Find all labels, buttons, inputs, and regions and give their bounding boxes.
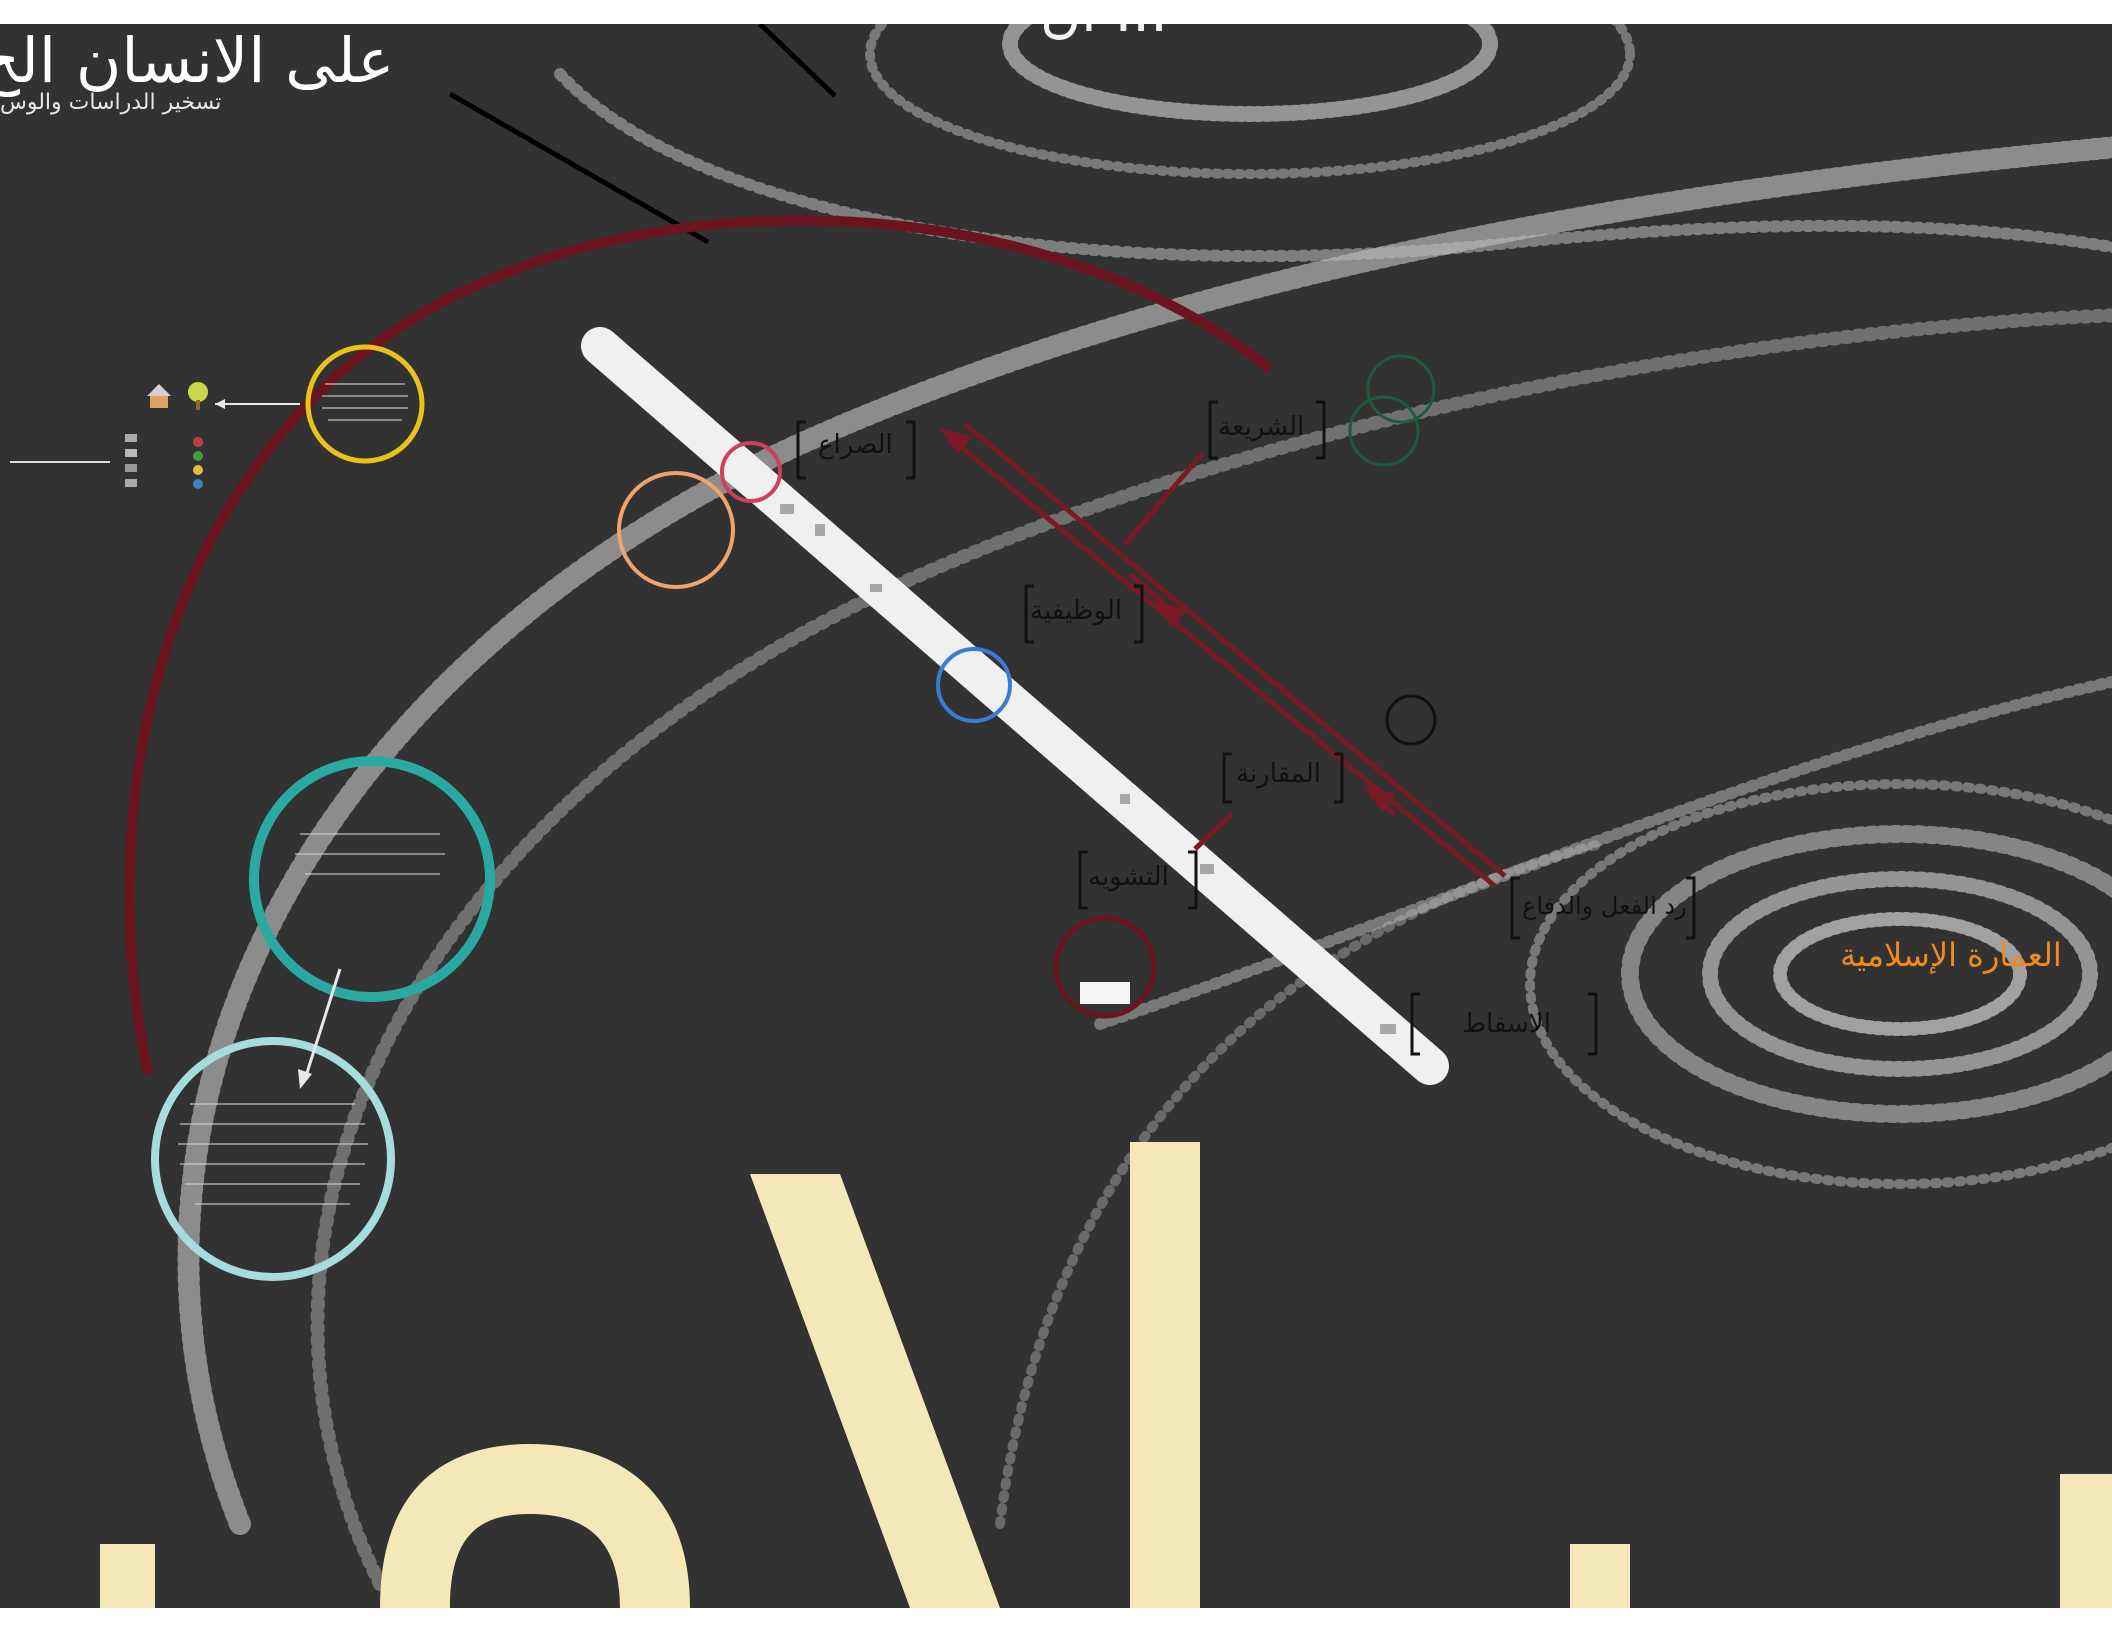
relation-arrows [938, 422, 1507, 888]
background-swirl [177, 24, 2112, 1591]
circle-text-content [178, 383, 445, 1205]
top-heading-fragment: ان ... [1040, 24, 1168, 45]
topic-circle-orange[interactable] [617, 471, 735, 589]
topic-circle-teal[interactable] [249, 756, 495, 1002]
canvas-graphics [10, 24, 2112, 1608]
tree-icon [188, 382, 208, 402]
connector-arrow [303, 968, 342, 1080]
house-icon [147, 384, 171, 396]
topic-label-functional[interactable]: الوظيفية [1030, 596, 1123, 626]
presentation-title: على الانسان الح [0, 24, 395, 97]
topic-circle-pink[interactable] [720, 441, 782, 503]
topic-label-comparison[interactable]: المقارنة [1236, 759, 1321, 789]
topic-circle-green[interactable] [1366, 354, 1436, 424]
islamic-architecture-label[interactable]: العمارة الإسلامية [1840, 936, 2062, 974]
topic-label-shariah[interactable]: الشريعة [1218, 412, 1305, 442]
topic-circle-yellow[interactable] [305, 344, 425, 464]
topic-label-conflict[interactable]: الصراع [818, 430, 893, 460]
topic-circle-light-teal[interactable] [151, 1037, 395, 1281]
topic-circle-maroon[interactable] [1053, 915, 1157, 1019]
title-connector-line [448, 91, 710, 245]
topic-label-reaction-defense[interactable]: رد الفعل والدفاع [1522, 892, 1687, 920]
prezi-canvas[interactable]: ان ... على الانسان الح تسخير الدراسات وا… [0, 24, 2112, 1608]
mini-image [1080, 982, 1130, 1004]
title-connector-line [758, 24, 837, 98]
topic-brackets [796, 400, 1696, 1056]
topic-label-projection[interactable]: الاسقاط [1462, 1009, 1551, 1039]
presentation-subtitle: تسخير الدراسات والوس [0, 90, 222, 115]
path-arc [124, 215, 1274, 1076]
topic-circle-blue[interactable] [936, 647, 1012, 723]
topic-circle-black[interactable] [1385, 694, 1437, 746]
topic-circle-green[interactable] [1348, 395, 1420, 467]
topic-label-distortion[interactable]: التشويه [1088, 862, 1169, 892]
band-dither [780, 504, 1396, 1034]
house-icon [150, 394, 168, 408]
big-letters [100, 1142, 2112, 1608]
tree-icon [196, 400, 200, 410]
diagonal-path-band [581, 327, 1449, 1085]
connector-arrowhead [298, 1069, 312, 1089]
mini-overview [10, 382, 300, 489]
